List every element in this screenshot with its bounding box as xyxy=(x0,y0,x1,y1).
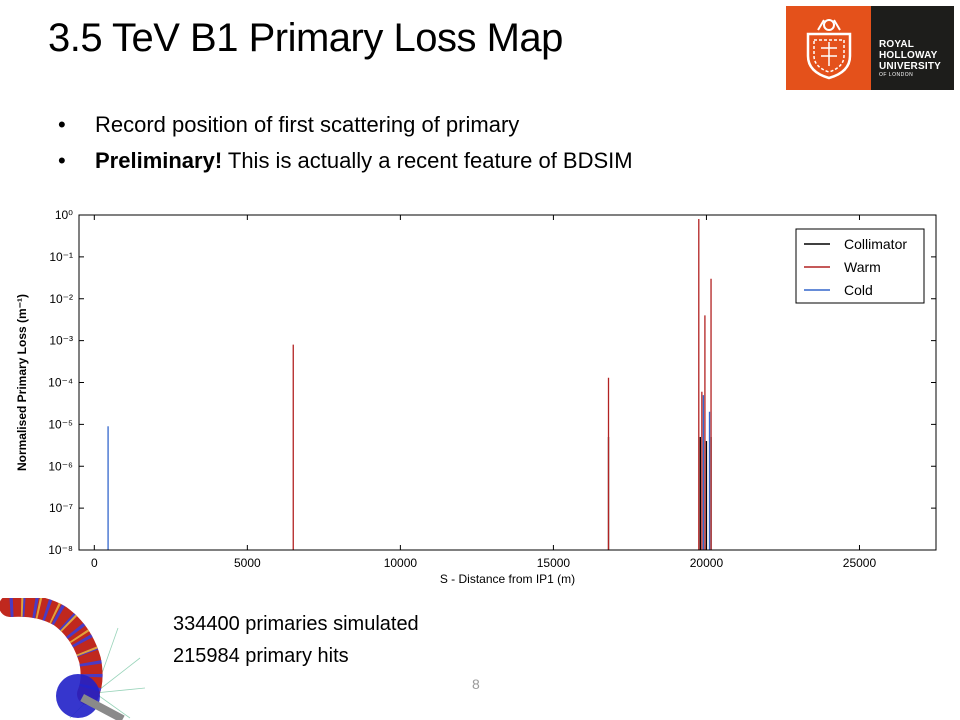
y-axis-label: Normalised Primary Loss (m⁻¹) xyxy=(15,294,29,471)
loss-map-chart: 0 5000 10000 15000 20000 25000 10⁰ 10⁻¹ 10⁻² 10⁻³… xyxy=(15,208,937,586)
legend-label-cold: Cold xyxy=(844,282,873,298)
slide-title: 3.5 TeV B1 Primary Loss Map xyxy=(48,16,563,60)
university-logo: ROYAL HOLLOWAY UNIVERSITY OF LONDON xyxy=(786,6,954,90)
x-tick-label: 20000 xyxy=(690,556,724,570)
x-tick-label: 5000 xyxy=(234,556,261,570)
beamline-render-image xyxy=(0,598,146,720)
x-tick-label: 10000 xyxy=(384,556,418,570)
x-tick-label: 25000 xyxy=(843,556,877,570)
legend-label-warm: Warm xyxy=(844,259,881,275)
y-tick-label: 10⁻⁵ xyxy=(48,417,73,431)
primaries-simulated: 334400 primaries simulated xyxy=(173,613,419,635)
crest-icon xyxy=(786,6,871,90)
y-tick-label: 10⁰ xyxy=(55,208,73,222)
bullet-item: Preliminary! This is actually a recent f… xyxy=(58,148,633,184)
y-tick-label: 10⁻⁶ xyxy=(48,459,73,473)
y-tick-label: 10⁻³ xyxy=(49,334,73,348)
x-tick-label: 15000 xyxy=(537,556,571,570)
y-tick-label: 10⁻⁷ xyxy=(49,501,73,515)
y-tick-label: 10⁻² xyxy=(49,292,73,306)
y-tick-label: 10⁻¹ xyxy=(49,250,73,264)
bullet-item: Record position of first scattering of p… xyxy=(58,112,633,148)
page-number: 8 xyxy=(472,676,480,692)
x-tick-label: 0 xyxy=(91,556,98,570)
bullet-list: Record position of first scattering of p… xyxy=(58,112,633,184)
legend-label-collimator: Collimator xyxy=(844,236,907,252)
x-axis-label: S - Distance from IP1 (m) xyxy=(440,572,575,586)
simulation-stats: 334400 primaries simulated 215984 primar… xyxy=(173,608,419,672)
y-tick-label: 10⁻⁸ xyxy=(48,543,73,557)
university-name: ROYAL HOLLOWAY UNIVERSITY OF LONDON xyxy=(871,6,954,90)
y-tick-label: 10⁻⁴ xyxy=(48,376,73,390)
primary-hits: 215984 primary hits xyxy=(173,645,349,667)
